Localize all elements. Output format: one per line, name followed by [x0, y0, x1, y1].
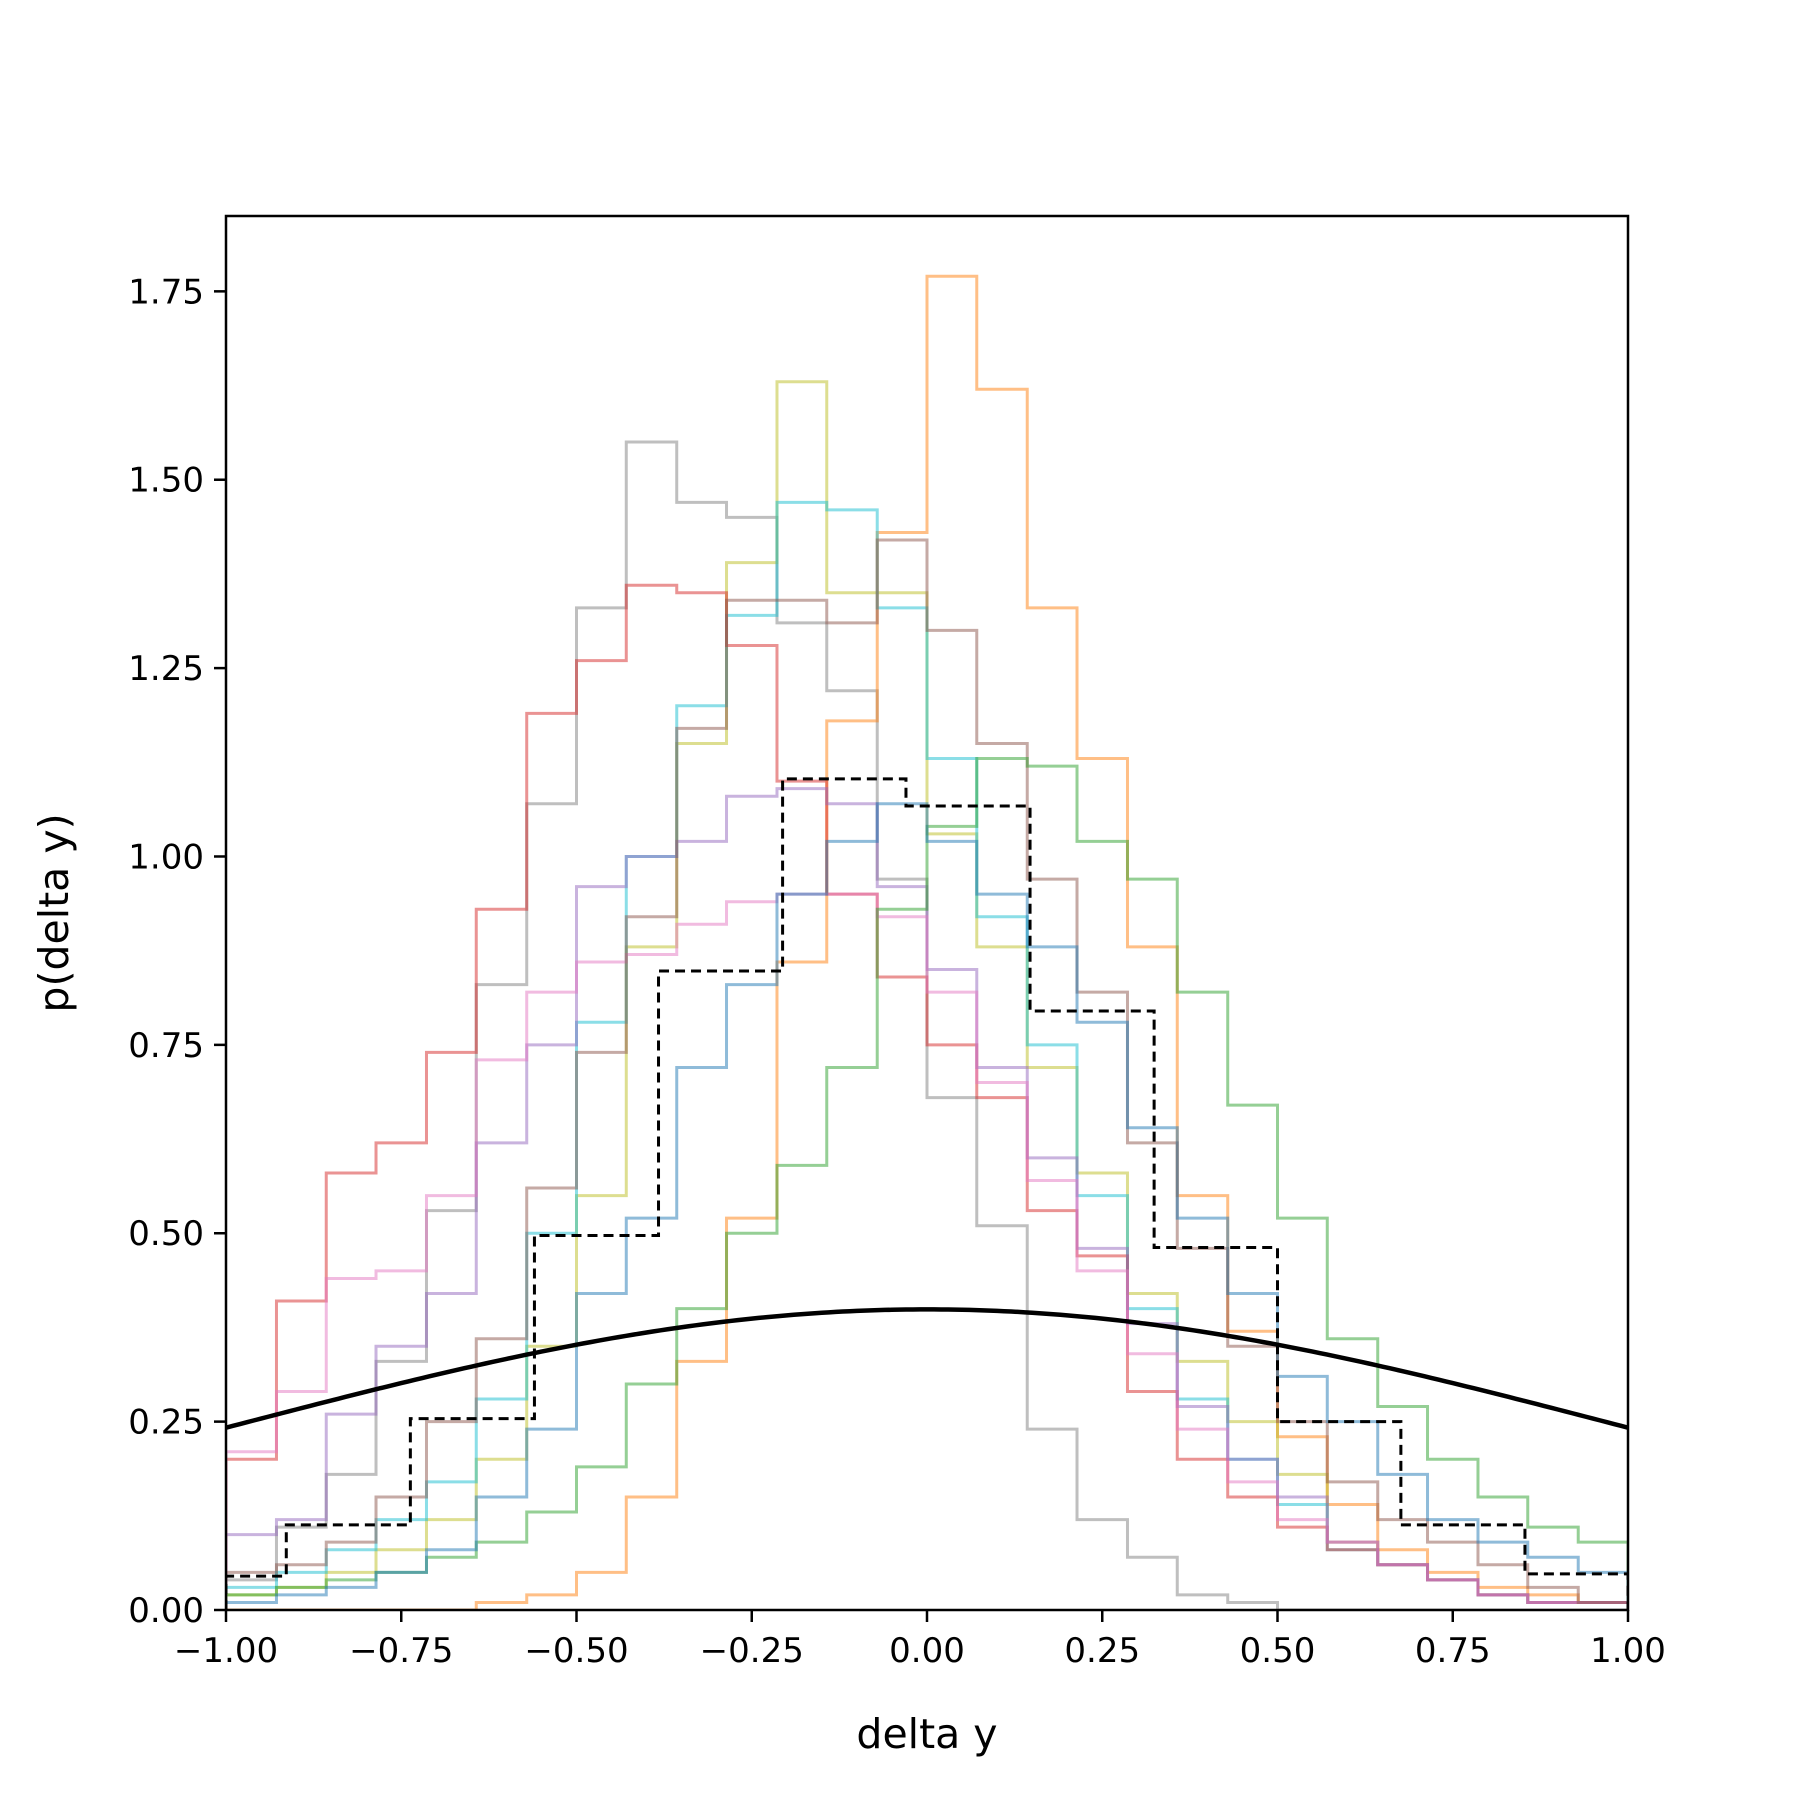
- x-axis-label: delta y: [856, 1710, 997, 1758]
- histogram-series-8: [226, 538, 1628, 1610]
- histogram-series-9: [226, 757, 1628, 1610]
- normal-pdf-curve: [226, 1307, 1628, 1430]
- y-tick-label: 1.75: [128, 272, 204, 312]
- y-axis: 0.00 0.25 0.50 0.75 1.00 1.25 1.50 1.75: [128, 272, 226, 1631]
- y-tick-label: 0.00: [128, 1591, 204, 1631]
- histogram-series-layer: [226, 274, 1628, 1610]
- histogram-series-6: [226, 787, 1628, 1610]
- x-tick-label: −0.25: [700, 1631, 804, 1671]
- histogram-series-2: [226, 274, 1628, 1610]
- y-tick-label: 0.75: [128, 1026, 204, 1066]
- x-tick-label: 0.00: [889, 1631, 965, 1671]
- histogram-series-10: [226, 802, 1628, 1610]
- x-tick-label: 0.25: [1064, 1631, 1140, 1671]
- y-tick-label: 1.25: [128, 649, 204, 689]
- histogram-series-7: [226, 892, 1628, 1610]
- x-axis: −1.00 −0.75 −0.50 −0.25 0.00 0.25 0.50 0.75 1.00: [174, 1610, 1666, 1671]
- x-tick-label: −0.50: [524, 1631, 628, 1671]
- y-tick-label: 0.25: [128, 1403, 204, 1443]
- x-tick-label: 0.50: [1240, 1631, 1316, 1671]
- histogram-series-11: [226, 777, 1628, 1610]
- y-tick-label: 1.50: [128, 461, 204, 501]
- normal-curve-layer: [226, 1307, 1628, 1430]
- x-tick-label: −1.00: [174, 1631, 278, 1671]
- x-tick-label: −0.75: [349, 1631, 453, 1671]
- y-tick-label: 0.50: [128, 1214, 204, 1254]
- y-tick-label: 1.00: [128, 837, 204, 877]
- x-tick-label: 1.00: [1590, 1631, 1666, 1671]
- y-axis-label: p(delta y): [30, 813, 78, 1012]
- x-tick-label: 0.75: [1415, 1631, 1491, 1671]
